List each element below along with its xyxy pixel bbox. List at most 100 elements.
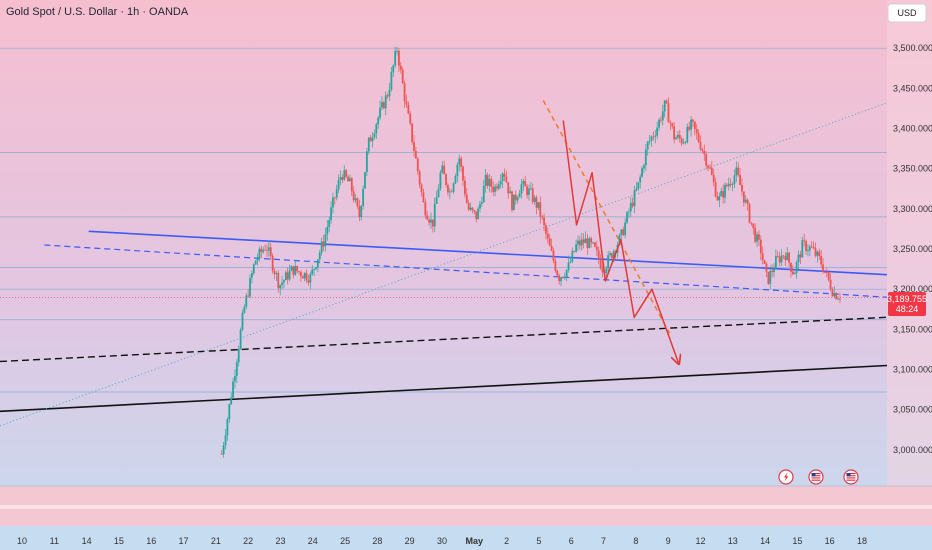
candle-body	[759, 239, 762, 254]
candle-body	[390, 72, 393, 90]
candle-body	[801, 240, 804, 258]
candle-body	[488, 178, 491, 186]
candle	[401, 66, 404, 84]
candle	[462, 165, 464, 187]
candle	[230, 392, 233, 406]
candle	[712, 168, 715, 187]
candle	[330, 200, 332, 224]
y-tick-label: 3,250.000	[893, 244, 932, 254]
candle	[675, 135, 677, 140]
candle-body	[595, 246, 598, 251]
candle	[643, 163, 645, 173]
candle-body	[739, 175, 741, 185]
candle-body	[675, 137, 677, 140]
candle-body	[671, 123, 674, 127]
candle-body	[580, 239, 583, 246]
x-tick-label: 18	[857, 536, 867, 546]
candle	[784, 251, 787, 266]
candle	[345, 168, 348, 179]
candle	[701, 147, 704, 154]
x-tick-label: 23	[275, 536, 285, 546]
candle	[710, 161, 713, 176]
candle	[633, 185, 636, 214]
candle-body	[365, 151, 368, 173]
candle	[756, 231, 758, 247]
candle-body	[307, 280, 310, 283]
currency-button[interactable]: USD	[887, 3, 927, 23]
candle-body	[467, 202, 470, 210]
candle	[220, 449, 223, 455]
us-flag-icon[interactable]	[808, 469, 824, 485]
candle	[735, 161, 738, 182]
candle-body	[718, 196, 721, 201]
candle	[531, 183, 534, 205]
candle	[635, 181, 638, 192]
x-tick-label: 2	[504, 536, 509, 546]
candle-body	[377, 117, 380, 125]
us-flag-icon[interactable]	[843, 469, 859, 485]
candle	[367, 136, 370, 155]
candle-body	[409, 113, 412, 124]
x-tick-label: 28	[372, 536, 382, 546]
candle-body	[535, 197, 538, 208]
candle-body	[328, 219, 331, 228]
y-tick-label: 3,000.000	[893, 445, 932, 455]
candle-body	[695, 129, 698, 134]
candle-body	[266, 249, 268, 251]
candle	[829, 273, 832, 292]
candlesticks	[220, 46, 841, 458]
candle	[266, 244, 268, 257]
candle-body	[443, 165, 446, 175]
candle	[394, 46, 397, 68]
candle	[475, 211, 478, 223]
candle	[386, 92, 389, 99]
candle	[256, 253, 259, 266]
candle	[673, 121, 676, 144]
candle	[405, 94, 408, 109]
lightning-icon[interactable]	[778, 469, 794, 485]
candle	[407, 101, 410, 115]
candle-body	[411, 123, 414, 143]
candle-body	[479, 203, 481, 209]
candle-body	[554, 260, 557, 271]
candle-body	[264, 249, 267, 251]
candle	[382, 100, 385, 110]
candle-body	[420, 184, 423, 193]
candle-body	[790, 262, 792, 272]
candle	[765, 262, 768, 278]
candle	[388, 82, 391, 101]
candle	[833, 286, 836, 299]
candle-body	[458, 158, 461, 165]
candle-body	[839, 298, 841, 300]
candle-body	[643, 165, 645, 169]
candle-body	[526, 186, 528, 195]
candle	[641, 166, 643, 178]
flag-stripe	[811, 473, 821, 475]
candle	[339, 170, 342, 186]
candle-body	[735, 167, 738, 176]
y-tick-label: 3,100.000	[893, 365, 932, 375]
candle	[335, 184, 338, 201]
candle	[450, 188, 453, 193]
candle-body	[492, 186, 495, 192]
candle-body	[239, 329, 242, 349]
candle	[803, 233, 806, 247]
candle	[237, 345, 240, 367]
candle	[273, 268, 276, 280]
candle-body	[503, 173, 506, 177]
candle	[465, 188, 468, 204]
candle-body	[401, 69, 404, 84]
candle-body	[273, 270, 276, 275]
candle-body	[494, 186, 496, 192]
candle-body	[288, 270, 291, 280]
candle-body	[254, 260, 257, 265]
trendline-black-solid	[0, 364, 888, 413]
candle-body	[509, 191, 512, 194]
candle	[699, 135, 702, 151]
candle	[352, 186, 355, 203]
candle-body	[733, 175, 736, 184]
candle	[301, 275, 304, 279]
candle-body	[705, 154, 708, 166]
